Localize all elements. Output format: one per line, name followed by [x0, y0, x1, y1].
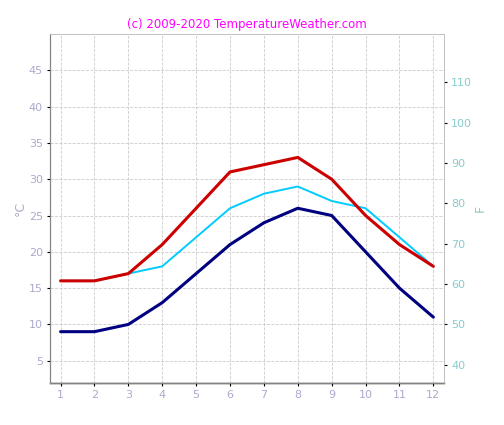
Y-axis label: °C: °C — [14, 201, 27, 216]
Y-axis label: F: F — [474, 205, 486, 212]
Title: (c) 2009-2020 TemperatureWeather.com: (c) 2009-2020 TemperatureWeather.com — [127, 18, 367, 31]
